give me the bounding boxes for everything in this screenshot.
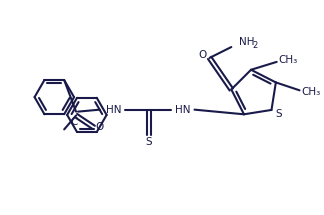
Text: O: O — [96, 122, 104, 132]
Text: NH: NH — [239, 37, 255, 47]
Text: CH₃: CH₃ — [279, 55, 298, 65]
Text: HN: HN — [175, 105, 191, 115]
Text: CH₃: CH₃ — [302, 87, 321, 97]
Text: S: S — [146, 137, 152, 147]
Text: 2: 2 — [252, 41, 257, 49]
Text: HN: HN — [106, 105, 121, 115]
Text: C: C — [70, 117, 78, 127]
Text: S: S — [275, 109, 282, 119]
Text: O: O — [199, 50, 207, 60]
